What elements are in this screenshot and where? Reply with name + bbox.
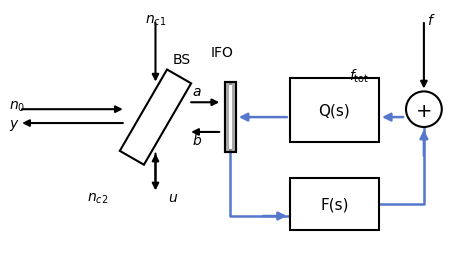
- Text: IFO: IFO: [210, 46, 234, 60]
- Bar: [290, 179, 379, 230]
- Bar: [225, 83, 236, 152]
- Text: $n_{c1}$: $n_{c1}$: [145, 13, 166, 27]
- Text: $f$: $f$: [427, 13, 435, 28]
- Bar: [227, 86, 234, 149]
- Text: $u$: $u$: [168, 190, 179, 204]
- Bar: [225, 83, 236, 152]
- Bar: [231, 83, 236, 152]
- Text: $b$: $b$: [192, 132, 202, 147]
- Text: $f_{\rm tot}$: $f_{\rm tot}$: [349, 68, 369, 85]
- Text: +: +: [416, 101, 432, 120]
- Circle shape: [406, 92, 442, 128]
- Text: $a$: $a$: [192, 85, 202, 99]
- Text: $n_0$: $n_0$: [9, 100, 26, 114]
- Text: $y$: $y$: [9, 117, 20, 132]
- Bar: [225, 83, 228, 152]
- Text: Q(s): Q(s): [319, 103, 350, 118]
- Polygon shape: [120, 70, 191, 165]
- Text: $n_{c2}$: $n_{c2}$: [87, 190, 109, 205]
- Text: F(s): F(s): [320, 197, 349, 212]
- Text: BS: BS: [173, 53, 191, 67]
- Bar: [290, 78, 379, 142]
